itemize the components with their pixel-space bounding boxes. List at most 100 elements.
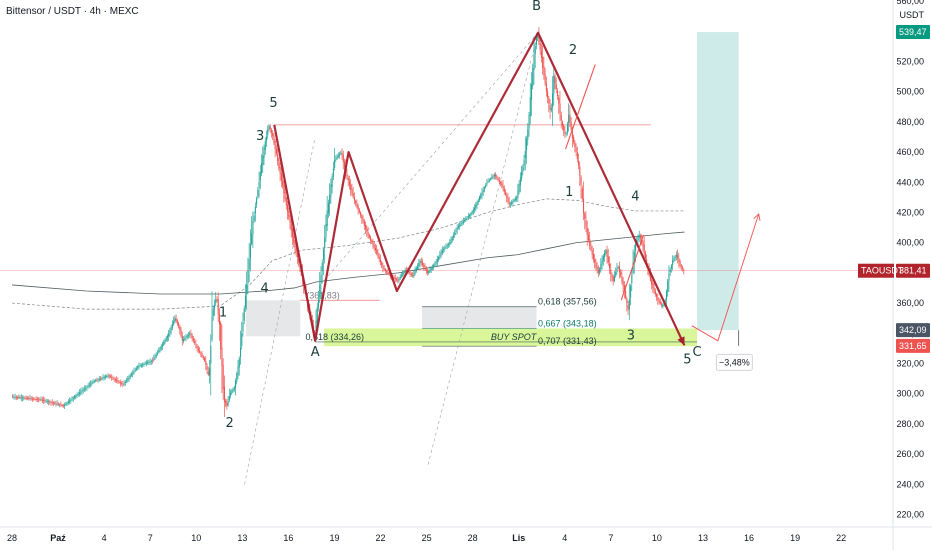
candle-body bbox=[329, 194, 331, 204]
candle-body bbox=[116, 379, 118, 382]
candle-body bbox=[581, 188, 583, 199]
candle-body bbox=[132, 372, 134, 375]
candle-body bbox=[558, 97, 560, 104]
symbol-title[interactable]: Bittensor / USDT · 4h · MEXC bbox=[6, 6, 139, 17]
candle-body bbox=[180, 330, 182, 337]
candle-body bbox=[648, 270, 650, 276]
stop-price-tag-bg bbox=[896, 338, 930, 353]
candle-body bbox=[113, 378, 115, 380]
x-tick-label: 16 bbox=[744, 533, 754, 543]
candle-body bbox=[643, 244, 645, 254]
candle-body bbox=[346, 173, 348, 177]
time-axis[interactable]: 28 Paź 4 7 10 13 16 19 22 25 28 Lis 4 7 10 13 16 19 22 bbox=[7, 533, 846, 543]
candle-body bbox=[24, 397, 26, 399]
candle-body bbox=[273, 135, 275, 143]
candle-body bbox=[578, 160, 580, 166]
candle-body bbox=[137, 366, 139, 369]
candle-body bbox=[561, 121, 564, 127]
candle-body bbox=[294, 242, 296, 248]
candle-body bbox=[547, 91, 549, 99]
candle-body bbox=[23, 397, 25, 399]
candle-body bbox=[383, 268, 385, 270]
candle-body bbox=[582, 198, 585, 214]
candle-body bbox=[122, 384, 124, 385]
candle-body bbox=[161, 344, 164, 347]
candle-body bbox=[51, 402, 53, 404]
candle-body bbox=[677, 254, 679, 259]
candle-body bbox=[595, 262, 597, 268]
candle-body bbox=[134, 369, 136, 371]
candle-body bbox=[394, 277, 396, 280]
candle-body bbox=[166, 336, 169, 339]
candle-body bbox=[258, 181, 260, 188]
candle-body bbox=[15, 397, 17, 398]
candle-body bbox=[616, 267, 618, 273]
candle-body bbox=[527, 129, 529, 140]
candle-body bbox=[121, 383, 123, 385]
candle-body bbox=[649, 275, 651, 281]
candle-body bbox=[482, 190, 484, 192]
x-tick-label: Paź bbox=[50, 533, 66, 543]
candle-body bbox=[460, 223, 462, 226]
candle-body bbox=[319, 284, 321, 298]
candle-body bbox=[464, 220, 466, 222]
candle-body bbox=[501, 183, 503, 186]
candle-body bbox=[149, 361, 151, 363]
wave-label: 2 bbox=[569, 43, 577, 58]
candle-body bbox=[622, 280, 624, 287]
candle-body bbox=[67, 401, 69, 403]
candle-body bbox=[29, 398, 31, 400]
candle-body bbox=[148, 361, 150, 363]
candle-body bbox=[315, 320, 317, 335]
candle-body bbox=[49, 401, 51, 403]
candle-body bbox=[265, 136, 268, 142]
candle-body bbox=[233, 387, 235, 390]
candle-body bbox=[430, 268, 432, 271]
candle-body bbox=[672, 260, 674, 266]
candle-body bbox=[112, 378, 114, 379]
candle-body bbox=[199, 350, 201, 353]
candle-body bbox=[667, 280, 669, 293]
fib-level-label: 0,618 (357,56) bbox=[538, 297, 597, 307]
y-tick-label: 500,00 bbox=[896, 87, 924, 97]
candle-body bbox=[455, 230, 457, 233]
candle-body bbox=[283, 185, 285, 194]
candle-body bbox=[542, 56, 544, 68]
candle-body bbox=[88, 384, 90, 386]
candle-body bbox=[220, 322, 222, 350]
candle-body bbox=[270, 130, 273, 133]
candle-body bbox=[571, 128, 573, 139]
x-tick-label: 10 bbox=[652, 533, 662, 543]
y-tick-label: 220,00 bbox=[896, 509, 924, 519]
price-axis[interactable]: 220,00240,00260,00280,00300,00320,00340,… bbox=[896, 0, 924, 519]
y-tick-label: 260,00 bbox=[896, 449, 924, 459]
candle-body bbox=[425, 268, 427, 271]
candle-body bbox=[211, 316, 213, 340]
candle-body bbox=[213, 304, 216, 310]
candle-body bbox=[522, 166, 524, 172]
x-tick-label: Lis bbox=[512, 533, 525, 543]
candle-body bbox=[133, 371, 135, 373]
candle-body bbox=[673, 258, 675, 261]
candle-body bbox=[40, 399, 42, 401]
candle-body bbox=[591, 249, 593, 255]
candle-body bbox=[189, 333, 191, 335]
candle-body bbox=[159, 348, 161, 351]
candle-body bbox=[86, 386, 88, 388]
candle-body bbox=[507, 197, 509, 203]
candle-body bbox=[173, 321, 175, 325]
stop-price-tag-text: 331,65 bbox=[899, 341, 927, 351]
x-tick-label: 22 bbox=[376, 533, 386, 543]
wave-label: B bbox=[532, 0, 541, 14]
candle-body bbox=[435, 261, 437, 264]
entry-price-tag-bg bbox=[896, 323, 930, 338]
candle-body bbox=[101, 378, 103, 380]
candle-body bbox=[291, 229, 294, 237]
candle-body bbox=[195, 343, 197, 346]
candle-body bbox=[320, 274, 322, 283]
candle-body bbox=[573, 136, 575, 143]
candle-body bbox=[417, 265, 419, 269]
candle-body bbox=[130, 374, 133, 376]
y-tick-label: 400,00 bbox=[896, 238, 924, 248]
